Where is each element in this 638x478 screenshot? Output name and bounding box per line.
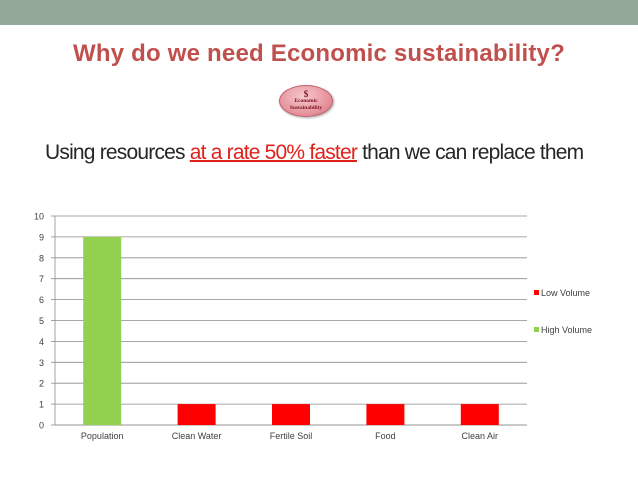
- slide-subtitle: Using resources at a rate 50% faster tha…: [45, 141, 584, 165]
- y-tick-label: 1: [39, 400, 44, 410]
- y-tick-label: 10: [34, 212, 44, 222]
- legend-swatch: [534, 290, 539, 295]
- y-tick-label: 8: [39, 253, 44, 263]
- resource-volume-chart: 0 1 2 3 4 5 6 7 8 9 10 Population Clean Water Fertile…: [34, 212, 592, 442]
- y-tick-label: 6: [39, 295, 44, 305]
- badge-line-1: Economic: [294, 98, 318, 104]
- slide-title: Why do we need Economic sustainability?: [73, 40, 565, 67]
- legend-entry: High Volume: [541, 325, 592, 335]
- subtitle-post: than we can replace them: [357, 141, 584, 164]
- x-tick-label: Population: [81, 431, 124, 441]
- y-tick-label: 7: [39, 274, 44, 284]
- y-tick-label: 2: [39, 379, 44, 389]
- x-tick-label: Clean Water: [172, 431, 222, 441]
- dollar-icon: $: [303, 89, 309, 99]
- top-bar: [0, 0, 638, 25]
- y-tick-label: 5: [39, 316, 44, 326]
- badge-line-2: Sustainability: [289, 105, 323, 111]
- x-tick-label: Food: [375, 431, 396, 441]
- y-tick-label: 0: [39, 421, 44, 431]
- y-tick-label: 3: [39, 358, 44, 368]
- x-tick-label: Fertile Soil: [270, 431, 313, 441]
- y-tick-label: 9: [39, 232, 44, 242]
- bar-low-volume: [272, 404, 310, 425]
- x-tick-label: Clean Air: [462, 431, 499, 441]
- bar-low-volume: [460, 404, 499, 425]
- bar-high-volume: [83, 236, 122, 425]
- economic-sustainability-badge: $ Economic Sustainability: [279, 85, 333, 117]
- subtitle-highlight: at a rate 50% faster: [189, 141, 358, 164]
- legend-swatch: [534, 327, 539, 332]
- bar-low-volume: [177, 404, 216, 425]
- y-tick-label: 4: [39, 337, 44, 347]
- subtitle-pre: Using resources: [45, 141, 190, 164]
- bar-low-volume: [366, 404, 405, 425]
- legend-entry: Low Volume: [541, 288, 590, 298]
